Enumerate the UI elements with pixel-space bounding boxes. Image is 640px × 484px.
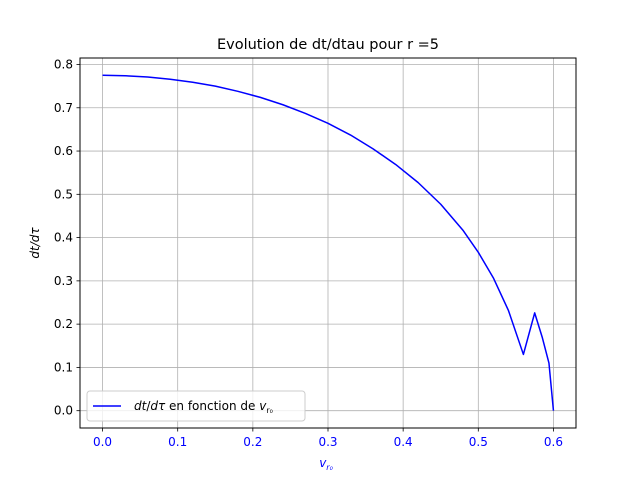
x-tick-label: 0.3 (318, 435, 337, 449)
x-tick-label: 0.5 (469, 435, 488, 449)
y-tick-label: 0.0 (54, 404, 73, 418)
legend: dt/dτ en fonction de vr₀ (86, 390, 306, 422)
y-axis-label: dt/dτ (28, 227, 42, 259)
series-group (102, 74, 555, 411)
ticks: 0.0 0.1 0.2 0.3 0.4 0.5 0.6 0.0 0.1 0.2 0.3 0.4 0.5 0… (54, 57, 563, 449)
legend-label: dt/dτ en fonction de vr₀ (134, 399, 273, 415)
x-tick-label: 0.0 (93, 435, 112, 449)
y-tick-label: 0.6 (54, 144, 73, 158)
x-tick-label: 0.1 (168, 435, 187, 449)
x-tick-label: 0.6 (544, 435, 563, 449)
y-tick-label: 0.4 (54, 231, 73, 245)
y-tick-label: 0.5 (54, 187, 73, 201)
x-tick-label: 0.2 (243, 435, 262, 449)
y-tick-label: 0.1 (54, 360, 73, 374)
y-tick-label: 0.8 (54, 57, 73, 71)
y-tick-label: 0.7 (54, 101, 73, 115)
legend-box (86, 390, 306, 422)
chart-title: Evolution de dt/dtau pour r =5 (217, 37, 439, 53)
y-tick-label: 0.2 (54, 317, 73, 331)
x-tick-label: 0.4 (394, 435, 413, 449)
svg-text:dt/dτ: dt/dτ (28, 227, 42, 259)
series-line (102, 74, 555, 411)
y-tick-label: 0.3 (54, 274, 73, 288)
